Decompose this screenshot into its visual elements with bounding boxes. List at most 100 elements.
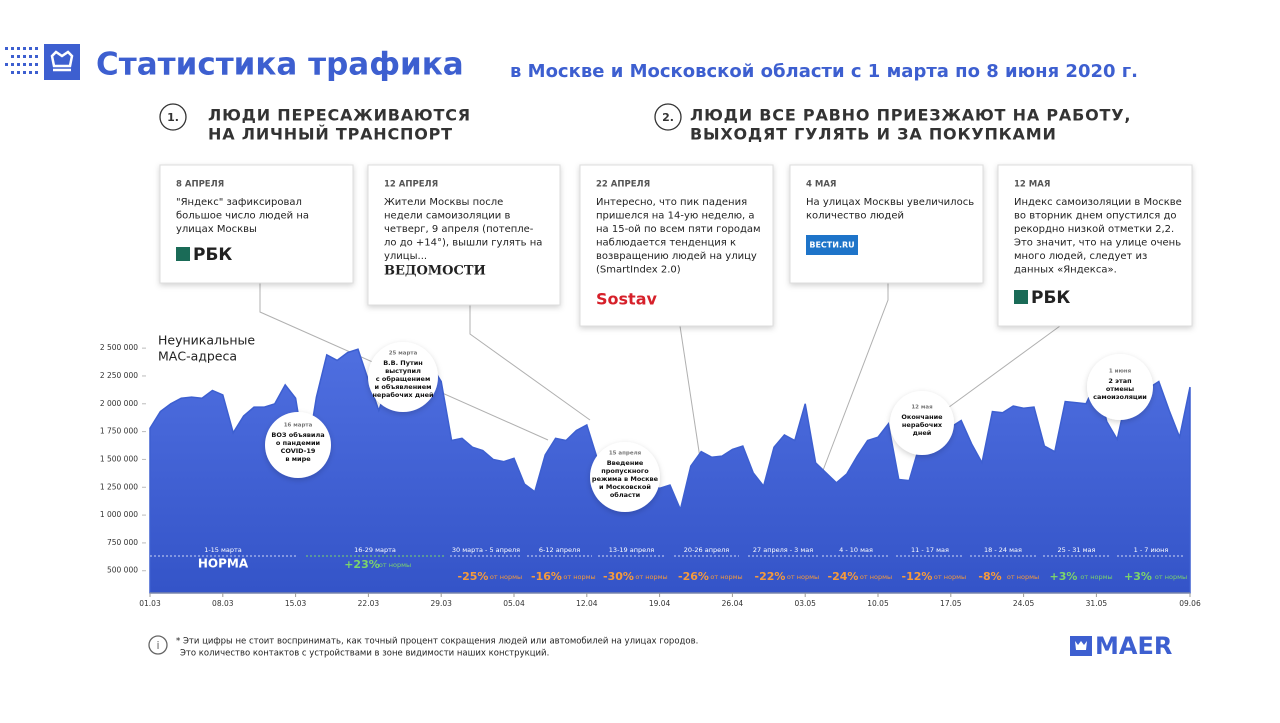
news-card: 4 МАЯ На улицах Москвы увеличилось количес…: [789, 164, 984, 284]
event-text: пропускного: [601, 467, 649, 475]
period-dates: 13-19 апреля: [609, 546, 654, 554]
event-text: нерабочих дней: [372, 391, 434, 399]
period-note: от нормы: [379, 561, 411, 569]
period-dates: 30 марта - 5 апреля: [452, 546, 520, 554]
y-tick-label: 500 000: [107, 566, 138, 575]
brand: MAER: [1095, 632, 1172, 660]
event-bubble: [368, 342, 438, 412]
y-axis-label: Неуникальные: [158, 333, 255, 348]
card-text: количество людей: [806, 211, 904, 222]
event-text: Окончание: [901, 413, 943, 421]
logo-icon: [5, 44, 80, 80]
card-bg: [579, 164, 774, 327]
card-source: Sostav: [596, 290, 657, 309]
x-tick-label: 01.03: [139, 599, 161, 608]
card-text: недели самоизоляции в: [384, 211, 510, 222]
period-change: -25%: [458, 570, 489, 583]
event-bubble: [590, 442, 660, 512]
card-text: во вторник днем опустился до: [1014, 211, 1176, 222]
period-note: от нормы: [490, 573, 522, 581]
card-date: 8 АПРЕЛЯ: [176, 180, 224, 190]
y-tick-label: 1 750 000: [100, 427, 138, 436]
period: 4 - 10 мая -24% от нормы: [822, 546, 892, 583]
period: 1-15 марта НОРМА: [150, 546, 296, 571]
event-text: 2 этап: [1108, 377, 1131, 385]
card-date: 4 МАЯ: [806, 180, 836, 190]
card-source: РБК: [1031, 288, 1070, 308]
card-text: Интересно, что пик падения: [596, 197, 747, 208]
event-date: 1 июня: [1109, 369, 1132, 375]
y-tick-label: 1 000 000: [100, 510, 138, 519]
period-dates: 11 - 17 мая: [911, 546, 949, 554]
card-text: На улицах Москвы увеличилось: [806, 197, 974, 208]
event-bubble: [1087, 354, 1153, 420]
period-note: от нормы: [860, 573, 892, 581]
card-bg: [997, 164, 1193, 327]
card-text: четверг, 9 апреля (потепле-: [384, 224, 534, 235]
period-dates: 20-26 апреля: [684, 546, 729, 554]
card-text: возвращению людей на улицу: [596, 251, 757, 262]
x-tick-label: 31.05: [1086, 599, 1108, 608]
period: 6-12 апреля -16% от нормы: [527, 546, 596, 583]
event-text: В.В. Путин: [383, 359, 423, 367]
subtitle: в Москве и Московской области с 1 марта …: [510, 61, 1138, 82]
card-text: на 15-ой по всем пяти городам: [596, 224, 761, 235]
period-note: от нормы: [787, 573, 819, 581]
section-badge: [159, 103, 187, 131]
period: 20-26 апреля -26% от нормы: [674, 546, 743, 583]
event-bubble: [890, 391, 954, 455]
card-bg: [789, 164, 984, 284]
period-note: от нормы: [1155, 573, 1187, 581]
section-number: 2.: [662, 111, 674, 124]
period-note: от нормы: [934, 573, 966, 581]
card-text: ло до +14°), вышли гулять на: [384, 238, 542, 249]
news-card: 12 АПРЕЛЯ Жители Москвы после недели самои…: [367, 164, 561, 306]
card-text: улицах Москвы: [176, 224, 257, 235]
y-tick-label: 750 000: [107, 538, 138, 547]
event-text: и Московской: [599, 483, 651, 491]
x-tick-label: 22.03: [358, 599, 380, 608]
period-dates: 25 - 31 мая: [1058, 546, 1096, 554]
section-text: ВЫХОДЯТ ГУЛЯТЬ И ЗА ПОКУПКАМИ: [690, 125, 1057, 144]
card-source: РБК: [193, 245, 232, 265]
y-tick-label: 1 250 000: [100, 482, 138, 491]
y-tick-label: 2 000 000: [100, 399, 138, 408]
event-text: с обращением: [376, 375, 431, 383]
event-date: 16 марта: [284, 423, 313, 429]
period-change: -12%: [902, 570, 933, 583]
news-card: 8 АПРЕЛЯ "Яндекс" зафиксировал большое чис…: [159, 164, 354, 284]
x-tick-label: 24.05: [1013, 599, 1035, 608]
event-text: Введение: [607, 459, 644, 467]
connectors: [259, 283, 1061, 474]
rbc-icon: [176, 247, 190, 261]
card-text: "Яндекс" зафиксировал: [176, 197, 302, 208]
period-change: -8%: [978, 570, 1001, 583]
period-change: -26%: [678, 570, 709, 583]
section: 2. ЛЮДИ ВСЕ РАВНО ПРИЕЗЖАЮТ НА РАБОТУ,ВЫХ…: [654, 103, 1131, 144]
period-change: -22%: [755, 570, 786, 583]
card-bg: [367, 164, 561, 306]
period-dates: 27 апреля - 3 мая: [753, 546, 813, 554]
section-text: ЛЮДИ ВСЕ РАВНО ПРИЕЗЖАЮТ НА РАБОТУ,: [690, 106, 1131, 125]
period-dates: 1-15 марта: [204, 546, 242, 554]
section-badge: [654, 103, 682, 131]
card-text: много людей, следует из: [1014, 251, 1147, 262]
card-text: рекордно низкой отметки 2,2.: [1014, 224, 1174, 235]
event-text: и объявлением: [375, 383, 432, 391]
event-text: самоизоляции: [1093, 393, 1147, 401]
event-date: 15 апреля: [609, 451, 642, 457]
period-dates: 6-12 апреля: [539, 546, 580, 554]
period: 30 марта - 5 апреля -25% от нормы: [450, 546, 522, 583]
card-text: улицы...: [384, 251, 427, 262]
section-text: НА ЛИЧНЫЙ ТРАНСПОРТ: [208, 125, 453, 144]
period-note: от нормы: [1007, 573, 1039, 581]
event-date: 25 марта: [389, 351, 418, 357]
title: Статистика трафика: [96, 47, 464, 83]
event-text: дней: [913, 429, 932, 437]
period: 11 - 17 мая -12% от нормы: [896, 546, 966, 583]
event-text: нерабочих: [902, 421, 943, 429]
